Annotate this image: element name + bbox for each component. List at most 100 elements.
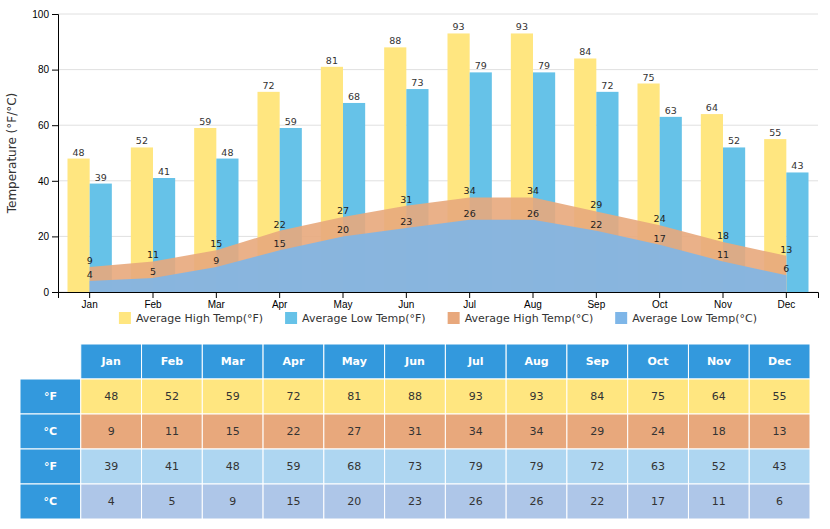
data-label: 24 [654, 213, 666, 224]
table-value-text: 15 [226, 425, 240, 438]
table-header-text: Jan [100, 355, 120, 368]
table-value-text: 6 [776, 495, 783, 508]
table-value-cell [628, 484, 689, 519]
data-label: 73 [411, 77, 423, 88]
x-tick: Sep [587, 292, 605, 310]
y-tick-label: 40 [38, 176, 50, 187]
table-value-cell [688, 449, 749, 484]
table-header-text: Mar [221, 355, 245, 368]
legend-item: Average High Temp(°F) [119, 312, 263, 325]
x-tick: Dec [777, 292, 795, 310]
y-tick: 80 [38, 64, 58, 75]
legend-label: Average Low Temp(°F) [302, 312, 426, 325]
bar-series [68, 33, 787, 292]
bar-series [90, 72, 809, 292]
table-value-text: 93 [530, 390, 544, 403]
table-row-label-cell [20, 449, 81, 484]
table-value-text: 9 [108, 425, 115, 438]
data-label: 39 [95, 172, 107, 183]
table-header-cell [567, 344, 628, 379]
data-label: 11 [717, 249, 729, 260]
table-value-text: 34 [530, 425, 544, 438]
x-tick-mark [406, 292, 407, 298]
x-tick-mark [469, 292, 470, 298]
table-value-text: 73 [408, 460, 422, 473]
x-tick-mark [153, 292, 154, 298]
data-label: 55 [769, 127, 781, 138]
table-header-cell [628, 344, 689, 379]
table-header-text: Sep [586, 355, 609, 368]
table-value-cell [506, 484, 567, 519]
data-label: 79 [475, 60, 487, 71]
table-header-text: May [342, 355, 367, 368]
data-label: 26 [464, 208, 476, 219]
x-tick: Nov [714, 292, 732, 310]
table-header-cell [263, 344, 324, 379]
x-tick-label: Apr [272, 299, 288, 310]
table-value-text: 68 [347, 460, 361, 473]
table-value-cell [628, 449, 689, 484]
data-label: 5 [150, 266, 156, 277]
x-tick: Jun [398, 292, 414, 310]
axis-domain [59, 293, 819, 299]
x-tick-label: Feb [144, 299, 162, 310]
table-value-text: 23 [408, 495, 422, 508]
legend-swatch [448, 312, 460, 324]
data-label: 9 [213, 255, 219, 266]
table-row-label-cell [20, 484, 81, 519]
table-row-label-cell [20, 379, 81, 414]
table-value-cell [263, 449, 324, 484]
data-label: 41 [158, 166, 170, 177]
x-tick-label: Jun [398, 299, 414, 310]
table-value-cell [202, 414, 263, 449]
table-value-cell [749, 449, 810, 484]
legend-swatch [285, 312, 297, 324]
table-header-cell [445, 344, 506, 379]
data-label: 72 [263, 80, 275, 91]
data-label: 59 [199, 116, 211, 127]
y-tick: 60 [38, 120, 58, 131]
x-tick-mark [533, 292, 534, 298]
table-value-cell [688, 484, 749, 519]
table-value-cell [202, 484, 263, 519]
data-label: 22 [590, 219, 602, 230]
table-row-label-text: °C [44, 495, 58, 508]
table-header-text: Feb [161, 355, 184, 368]
table-value-text: 79 [530, 460, 544, 473]
data-label: 64 [706, 102, 718, 113]
table-value-cell [749, 414, 810, 449]
table-value-cell [81, 449, 142, 484]
table-value-text: 59 [286, 460, 300, 473]
legend-label: Average High Temp(°F) [136, 312, 263, 325]
table-header-cell [324, 344, 385, 379]
data-label: 52 [728, 135, 740, 146]
table-value-text: 17 [651, 495, 665, 508]
table-header-text: Dec [768, 355, 791, 368]
legend-item: Average Low Temp(°C) [615, 312, 757, 325]
data-label: 59 [285, 116, 297, 127]
x-tick-label: Oct [652, 299, 668, 310]
table-value-text: 9 [229, 495, 236, 508]
x-tick: Jan [82, 292, 98, 310]
table-value-text: 27 [347, 425, 361, 438]
table-value-cell [628, 379, 689, 414]
table-value-cell [628, 414, 689, 449]
table-value-cell [567, 414, 628, 449]
grid [58, 14, 818, 292]
table-value-text: 63 [651, 460, 665, 473]
y-axis-title: Temperature (°F/°C) [5, 93, 19, 215]
table-value-cell [688, 414, 749, 449]
legend-label: Average Low Temp(°C) [632, 312, 757, 325]
table-value-cell [81, 379, 142, 414]
data-label: 43 [791, 160, 803, 171]
data-label: 15 [274, 238, 286, 249]
table-value-text: 52 [712, 460, 726, 473]
data-label: 88 [389, 35, 401, 46]
table-value-text: 29 [590, 425, 604, 438]
data-label: 52 [136, 135, 148, 146]
table-value-cell [749, 379, 810, 414]
table-value-text: 84 [590, 390, 604, 403]
grid-line [58, 69, 818, 70]
x-tick-label: Nov [714, 299, 732, 310]
table-value-cell [506, 414, 567, 449]
